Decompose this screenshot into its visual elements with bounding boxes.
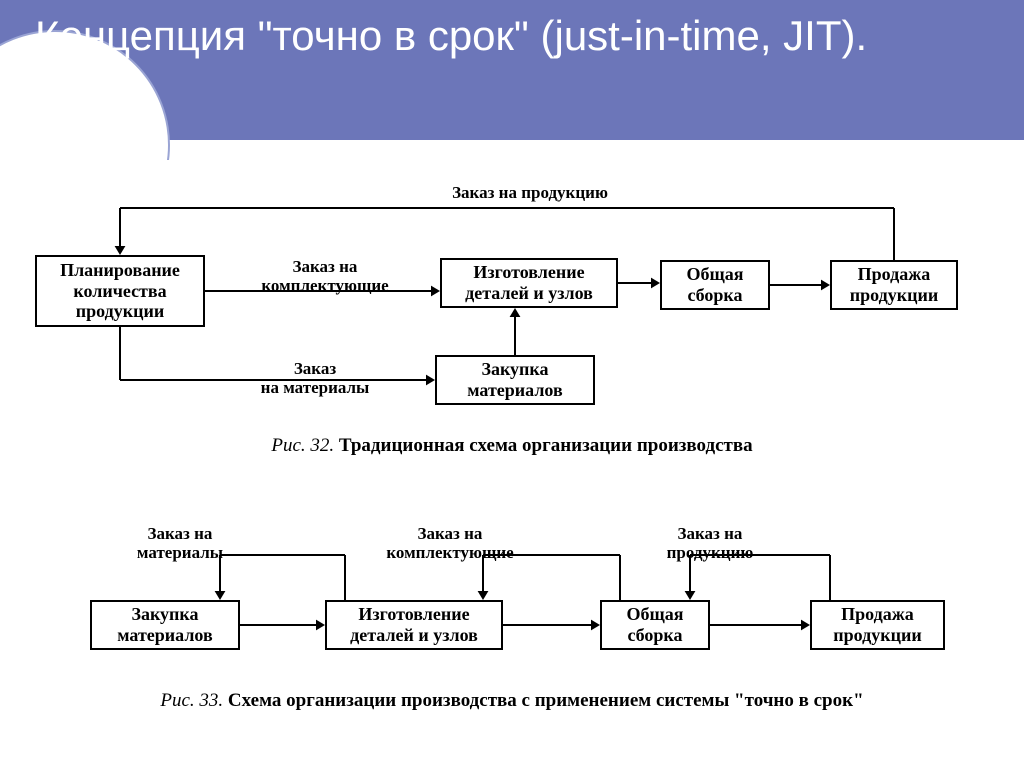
label-order_prod: Заказ напродукцию (640, 525, 780, 562)
slide-title: Концепция "точно в срок" (just-in-time, … (0, 0, 1024, 63)
label-order_prod: Заказ на продукцию (430, 184, 630, 203)
caption2-prefix: Рис. 33. (160, 690, 228, 711)
node-purchase: Закупкаматериалов (435, 355, 595, 405)
node-assembly: Общаясборка (660, 260, 770, 310)
node-manufacture: Изготовлениедеталей и узлов (325, 600, 503, 650)
caption1-prefix: Рис. 32. (271, 435, 339, 456)
node-planning: Планированиеколичествапродукции (35, 255, 205, 327)
caption2-text: Схема организации производства с примене… (228, 690, 864, 711)
slide-header: Концепция "точно в срок" (just-in-time, … (0, 0, 1024, 140)
diagram-jit: Рис. 33. Схема организации производства … (0, 505, 1024, 735)
caption1-text: Традиционная схема организации производс… (339, 435, 753, 456)
node-assembly: Общаясборка (600, 600, 710, 650)
diagram-traditional: Рис. 32. Традиционная схема организации … (0, 160, 1024, 460)
label-order_mat: Заказ наматериалы (100, 525, 260, 562)
diagram2-caption: Рис. 33. Схема организации производства … (0, 690, 1024, 712)
slide-content: Рис. 32. Традиционная схема организации … (0, 160, 1024, 735)
label-order_comp: Заказ накомплектующие (360, 525, 540, 562)
node-sale: Продажапродукции (810, 600, 945, 650)
label-order_comp: Заказ накомплектующие (240, 258, 410, 295)
diagram1-caption: Рис. 32. Традиционная схема организации … (0, 435, 1024, 457)
node-purchase: Закупкаматериалов (90, 600, 240, 650)
node-manufacture: Изготовлениедеталей и узлов (440, 258, 618, 308)
label-order_mat: Заказна материалы (235, 360, 395, 397)
node-sale: Продажапродукции (830, 260, 958, 310)
